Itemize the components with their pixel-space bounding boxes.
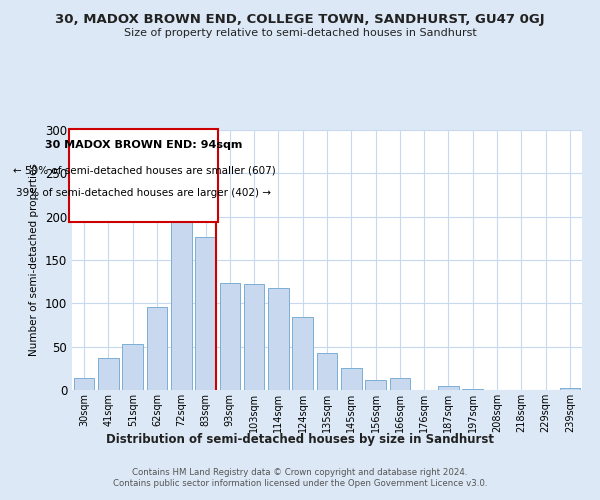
- Bar: [171, 190, 191, 390]
- FancyBboxPatch shape: [70, 128, 218, 222]
- Bar: [195, 238, 216, 390]
- Bar: [268, 288, 289, 390]
- Bar: [463, 389, 483, 390]
- Bar: [74, 378, 94, 390]
- Bar: [317, 352, 337, 390]
- Bar: [98, 358, 119, 390]
- Text: 30 MADOX BROWN END: 94sqm: 30 MADOX BROWN END: 94sqm: [45, 140, 242, 150]
- Y-axis label: Number of semi-detached properties: Number of semi-detached properties: [29, 164, 40, 356]
- Bar: [220, 282, 240, 390]
- Bar: [292, 317, 313, 390]
- Bar: [122, 344, 143, 390]
- Bar: [244, 284, 265, 390]
- Bar: [438, 386, 459, 390]
- Bar: [365, 380, 386, 390]
- Bar: [146, 307, 167, 390]
- Text: Distribution of semi-detached houses by size in Sandhurst: Distribution of semi-detached houses by …: [106, 432, 494, 446]
- Text: Size of property relative to semi-detached houses in Sandhurst: Size of property relative to semi-detach…: [124, 28, 476, 38]
- Text: ← 59% of semi-detached houses are smaller (607): ← 59% of semi-detached houses are smalle…: [13, 165, 275, 175]
- Bar: [560, 388, 580, 390]
- Text: 30, MADOX BROWN END, COLLEGE TOWN, SANDHURST, GU47 0GJ: 30, MADOX BROWN END, COLLEGE TOWN, SANDH…: [55, 12, 545, 26]
- Text: 39% of semi-detached houses are larger (402) →: 39% of semi-detached houses are larger (…: [16, 188, 271, 198]
- Text: Contains HM Land Registry data © Crown copyright and database right 2024.
Contai: Contains HM Land Registry data © Crown c…: [113, 468, 487, 487]
- Bar: [389, 378, 410, 390]
- Bar: [341, 368, 362, 390]
